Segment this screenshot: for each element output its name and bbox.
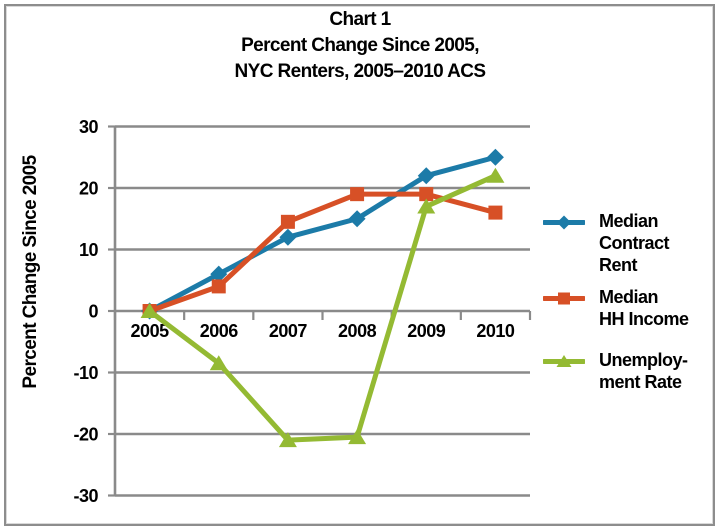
legend-item-median-hh-income: Median HH Income — [543, 286, 689, 330]
series-line-unemployment-rate — [147, 173, 498, 443]
marker-square-median-hh-income-2008 — [350, 187, 365, 202]
legend-label-line: Unemploy- — [599, 350, 688, 370]
marker-triangle-unemployment-rate-2008 — [348, 429, 367, 445]
marker-square-median-hh-income-2007 — [280, 214, 295, 229]
x-tick-label: 2008 — [338, 321, 377, 341]
marker-triangle-unemployment-rate-2009 — [417, 198, 436, 214]
legend-label-line: ment Rate — [599, 372, 682, 392]
marker-diamond-median-contract-rent-2010 — [486, 148, 504, 166]
marker-square-median-hh-income-2009 — [419, 187, 434, 202]
marker-diamond-median-contract-rent-2009 — [417, 167, 435, 185]
x-tick-label: 2007 — [269, 321, 308, 341]
marker-triangle-unemployment-rate-2007 — [278, 432, 297, 448]
y-tick-label: 0 — [88, 302, 98, 322]
marker-diamond-median-contract-rent-2006 — [210, 265, 228, 283]
marker-square-median-hh-income-2006 — [211, 279, 226, 294]
chart-title-line-2: Percent Change Since 2005, — [241, 35, 479, 56]
x-tick-label: 2006 — [200, 321, 239, 341]
legend-square-marker-icon — [543, 292, 585, 305]
chart-title: Chart 1 Percent Change Since 2005, NYC R… — [0, 7, 720, 85]
marker-diamond-median-contract-rent-2007 — [279, 228, 297, 246]
legend-label-median-hh-income: Median HH Income — [599, 286, 689, 330]
marker-triangle-unemployment-rate-2010 — [486, 167, 505, 183]
marker-square-median-hh-income-2010 — [488, 205, 503, 220]
y-tick-label: -10 — [73, 363, 98, 383]
legend-label-unemployment-rate: Unemploy-ment Rate — [599, 349, 688, 393]
legend-label-median-contract-rent: Median Contract Rent — [599, 210, 670, 276]
marker-triangle-unemployment-rate-2006 — [209, 355, 228, 371]
series-line-median-contract-rent — [147, 154, 498, 314]
x-tick-label: 2005 — [131, 321, 170, 341]
marker-diamond-median-contract-rent-2008 — [348, 210, 366, 228]
y-tick-label: -30 — [73, 486, 98, 506]
chart-title-line-1: Chart 1 — [329, 9, 391, 30]
legend-label-line: Median — [599, 211, 659, 231]
legend-label-line: Contract — [599, 233, 670, 253]
chart-title-line-3: NYC Renters, 2005–2010 ACS — [234, 61, 487, 82]
marker-triangle-unemployment-rate-2005 — [140, 303, 159, 318]
x-tick-label: 2010 — [476, 321, 515, 341]
series-line-median-hh-income — [147, 191, 498, 314]
legend-diamond-marker-icon — [543, 215, 585, 230]
legend-label-line: HH Income — [599, 309, 689, 329]
y-tick-label: 30 — [79, 117, 99, 137]
legend-triangle-marker-icon — [543, 355, 585, 367]
legend-item-unemployment-rate: Unemploy-ment Rate — [543, 349, 688, 393]
legend-label-line: Rent — [599, 255, 638, 275]
x-tick-label: 2009 — [407, 321, 446, 341]
y-tick-label: -20 — [73, 425, 98, 445]
legend-item-median-contract-rent: Median Contract Rent — [543, 210, 670, 276]
y-tick-label: 10 — [79, 240, 99, 260]
y-tick-label: 20 — [79, 179, 99, 199]
legend-label-line: Median — [599, 287, 659, 307]
